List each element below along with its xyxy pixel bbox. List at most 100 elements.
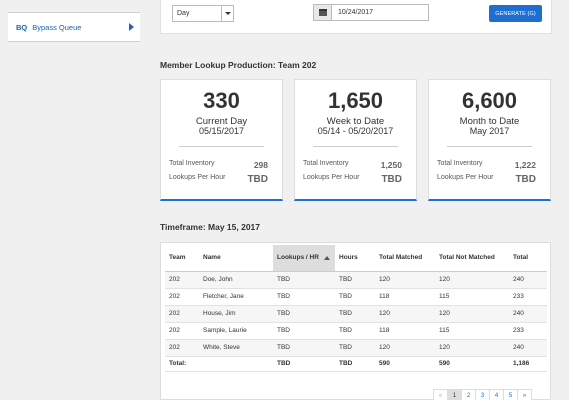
card-value: 6,600	[461, 88, 518, 113]
timeframe-heading: Timeframe: May 15, 2017	[160, 222, 261, 232]
cell-team: 202	[165, 339, 199, 357]
card-range: 05/14 - 05/20/2017	[317, 126, 394, 136]
card-week-to-date: 1,650 Week to Date 05/14 - 05/20/2017 To…	[294, 79, 417, 201]
pagination-page-2[interactable]: 2	[461, 389, 476, 400]
card-range: 05/15/2017	[198, 126, 245, 136]
table-total-row: Total: TBD TBD 590 590 1,186	[165, 356, 547, 372]
cell-hours: TBD	[335, 322, 375, 340]
cell-total-matched: 120	[375, 271, 435, 289]
cell-total-matched: 120	[375, 339, 435, 357]
cell-total-label: Total:	[165, 356, 199, 372]
sidebar-item-bypass-queue[interactable]: BQ Bypass Queue	[8, 12, 140, 42]
pagination-page-3[interactable]: 3	[475, 389, 490, 400]
card-label: Current Day	[195, 116, 248, 127]
lookups-per-hour-value: TBD	[515, 174, 536, 185]
generate-button[interactable]: GENERATE (G)	[489, 5, 542, 22]
cell-name: Fletcher, Jane	[199, 288, 273, 306]
column-header-team[interactable]: Team	[165, 245, 199, 272]
card-total-inventory: Total Inventory 1,222	[437, 160, 542, 170]
cell-name: Sample, Laurie	[199, 322, 273, 340]
card-value: 1,650	[327, 88, 384, 113]
total-inventory-value: 1,250	[380, 160, 402, 170]
column-header-total[interactable]: Total	[509, 245, 547, 272]
table-row: 202 Doe, John TBD TBD 120 120 240	[165, 271, 547, 289]
lookups-per-hour-label: Lookups Per Hour	[303, 174, 360, 181]
section-title: Member Lookup Production: Team 202	[160, 60, 317, 70]
column-header-name[interactable]: Name	[199, 245, 273, 272]
sort-ascending-icon	[323, 255, 330, 260]
cell-hours: TBD	[335, 305, 375, 323]
cell-name: Doe, John	[199, 271, 273, 289]
cell-lookups-hr: TBD	[273, 288, 335, 306]
card-lookups-per-hour: Lookups Per Hour TBD	[169, 174, 274, 185]
cell-total: 1,186	[509, 356, 547, 372]
cell-team: 202	[165, 322, 199, 340]
lookups-per-hour-value: TBD	[381, 174, 402, 185]
chevron-down-icon[interactable]	[221, 6, 233, 21]
card-total-inventory: Total Inventory 1,250	[303, 160, 408, 170]
cell-total: 233	[509, 322, 547, 340]
card-label: Week to Date	[326, 116, 385, 127]
date-input-value: 10/24/2017	[338, 9, 374, 16]
column-header-label: Lookups / HR	[277, 254, 319, 262]
total-inventory-label: Total Inventory	[169, 160, 215, 167]
total-inventory-value: 298	[253, 160, 268, 170]
cell-total-not-matched: 120	[435, 271, 509, 289]
cell-hours: TBD	[335, 356, 375, 372]
period-select[interactable]: Day	[172, 5, 234, 22]
total-inventory-label: Total Inventory	[303, 160, 349, 167]
pagination-next[interactable]: »	[517, 389, 532, 400]
pagination: « 1 2 3 4 5 »	[433, 389, 532, 400]
cell-total-matched: 118	[375, 322, 435, 340]
cell-hours: TBD	[335, 339, 375, 357]
cell-team: 202	[165, 305, 199, 323]
card-divider	[179, 146, 264, 147]
cell-total-matched: 118	[375, 288, 435, 306]
lookups-per-hour-value: TBD	[247, 174, 268, 185]
period-select-value: Day	[177, 10, 190, 17]
calendar-icon[interactable]	[314, 5, 332, 20]
cell-name: White, Steve	[199, 339, 273, 357]
table-row: 202 Sample, Laurie TBD TBD 118 115 233	[165, 322, 547, 340]
card-label: Month to Date	[459, 116, 520, 127]
cell-total: 233	[509, 288, 547, 306]
table-row: 202 Fletcher, Jane TBD TBD 118 115 233	[165, 288, 547, 306]
card-range: May 2017	[469, 126, 510, 136]
table-row: 202 House, Jim TBD TBD 120 120 240	[165, 305, 547, 323]
date-input[interactable]: 10/24/2017	[313, 4, 429, 21]
cell-lookups-hr: TBD	[273, 271, 335, 289]
cell-empty	[199, 356, 273, 372]
card-total-inventory: Total Inventory 298	[169, 160, 274, 170]
cell-name: House, Jim	[199, 305, 273, 323]
column-header-hours[interactable]: Hours	[335, 245, 375, 272]
cell-lookups-hr: TBD	[273, 339, 335, 357]
cell-hours: TBD	[335, 271, 375, 289]
production-table: Team Name Lookups / HR Hours Total Match…	[165, 245, 547, 372]
sidebar-item-label: Bypass Queue	[32, 22, 82, 32]
cell-total-not-matched: 120	[435, 305, 509, 323]
cell-total: 240	[509, 271, 547, 289]
cell-team: 202	[165, 288, 199, 306]
column-header-lookups-hr[interactable]: Lookups / HR	[273, 245, 335, 272]
chevron-right-icon	[129, 23, 134, 31]
cell-total-not-matched: 120	[435, 339, 509, 357]
sidebar-item-abbr: BQ	[16, 22, 28, 32]
pagination-page-1[interactable]: 1	[447, 389, 462, 400]
table-header-row: Team Name Lookups / HR Hours Total Match…	[165, 245, 547, 272]
column-header-total-matched[interactable]: Total Matched	[375, 245, 435, 272]
card-lookups-per-hour: Lookups Per Hour TBD	[437, 174, 542, 185]
cell-team: 202	[165, 271, 199, 289]
column-header-total-not-matched[interactable]: Total Not Matched	[435, 245, 509, 272]
pagination-page-4[interactable]: 4	[489, 389, 504, 400]
lookups-per-hour-label: Lookups Per Hour	[437, 174, 494, 181]
total-inventory-label: Total Inventory	[437, 160, 483, 167]
table-row: 202 White, Steve TBD TBD 120 120 240	[165, 339, 547, 357]
cell-lookups-hr: TBD	[273, 356, 335, 372]
pagination-page-5[interactable]: 5	[503, 389, 518, 400]
cell-total-not-matched: 115	[435, 288, 509, 306]
production-table-panel: Team Name Lookups / HR Hours Total Match…	[160, 242, 551, 400]
cell-total: 240	[509, 305, 547, 323]
card-month-to-date: 6,600 Month to Date May 2017 Total Inven…	[428, 79, 551, 201]
pagination-prev[interactable]: «	[433, 389, 448, 400]
cell-lookups-hr: TBD	[273, 305, 335, 323]
